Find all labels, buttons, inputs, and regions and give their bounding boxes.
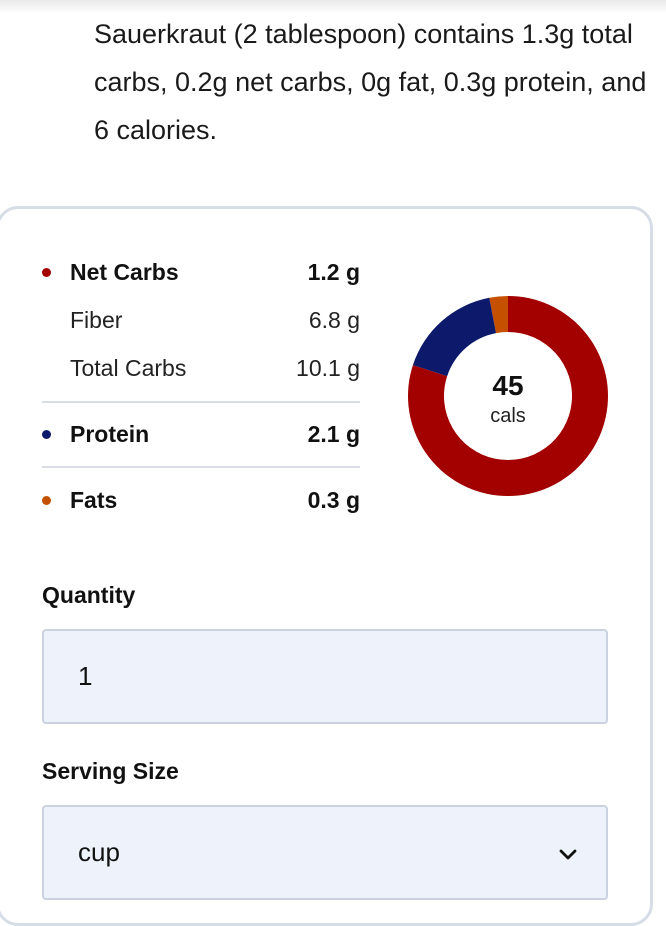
serving-size-value: cup	[78, 837, 120, 867]
top-shadow	[0, 0, 666, 14]
donut-slice-protein	[412, 297, 497, 377]
nutrition-summary: Sauerkraut (2 tablespoon) contains 1.3g …	[94, 19, 647, 145]
macro-divider	[42, 401, 360, 403]
protein-value: 2.1 g	[307, 420, 360, 447]
total-carbs-value: 10.1 g	[296, 354, 360, 381]
fiber-row: Fiber 6.8 g	[42, 300, 360, 340]
serving-size-select[interactable]: cup	[42, 805, 608, 900]
fats-label: Fats	[70, 486, 118, 513]
net-carbs-row: Net Carbs 1.2 g	[42, 252, 360, 292]
net-carbs-label: Net Carbs	[70, 258, 179, 285]
serving-size-label: Serving Size	[42, 758, 179, 784]
chevron-down-icon	[559, 849, 577, 860]
net-carbs-dot-icon	[42, 267, 51, 277]
fats-row: Fats 0.3 g	[42, 480, 360, 520]
calorie-donut-chart	[408, 296, 608, 496]
total-carbs-row: Total Carbs 10.1 g	[42, 348, 360, 388]
donut-slice-fats	[489, 296, 508, 334]
fats-dot-icon	[42, 495, 51, 505]
donut-slice-net-carbs	[408, 296, 608, 496]
protein-dot-icon	[42, 429, 51, 439]
protein-label: Protein	[70, 420, 150, 447]
protein-row: Protein 2.1 g	[42, 414, 360, 454]
quantity-label: Quantity	[42, 582, 136, 608]
fiber-value: 6.8 g	[308, 306, 360, 333]
net-carbs-value: 1.2 g	[307, 258, 360, 285]
total-carbs-label: Total Carbs	[70, 354, 187, 381]
fats-value: 0.3 g	[307, 486, 360, 513]
fiber-label: Fiber	[70, 306, 123, 333]
quantity-input[interactable]	[42, 629, 608, 724]
macro-divider	[42, 466, 360, 468]
